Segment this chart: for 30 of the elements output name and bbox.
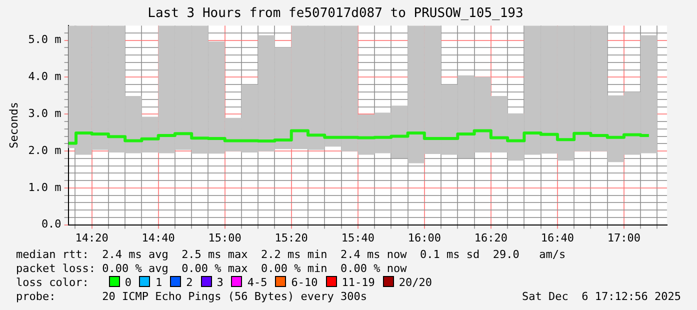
text: Sat Dec 6 17:12:56 2025 bbox=[522, 290, 681, 303]
text: 2 bbox=[186, 276, 193, 289]
text: 6-10 bbox=[291, 276, 318, 289]
x-tick-label: 14:40 bbox=[142, 231, 175, 244]
y-axis-title: Seconds bbox=[7, 102, 20, 148]
text: loss color: bbox=[16, 276, 89, 289]
y-tick-label: 1.0 m bbox=[28, 180, 62, 194]
x-tick-label: 17:00 bbox=[607, 231, 641, 244]
text: 20/20 bbox=[398, 276, 432, 289]
x-tick-label: 15:00 bbox=[208, 231, 242, 244]
text: 3 bbox=[216, 276, 224, 289]
y-tick-label: 3.0 m bbox=[28, 106, 62, 120]
x-tick-label: 16:20 bbox=[474, 231, 508, 244]
y-tick-label: 5.0 m bbox=[28, 33, 62, 46]
text: 0 bbox=[124, 276, 132, 289]
text: 1 bbox=[155, 276, 162, 289]
x-tick-label: 15:20 bbox=[274, 231, 308, 244]
y-tick-label: 4.0 m bbox=[28, 70, 62, 84]
x-tick-label: 16:00 bbox=[408, 231, 441, 244]
y-tick-label: 2.0 m bbox=[28, 144, 62, 157]
chart-title: Last 3 Hours from fe507017d087 to PRUSOW_105_193 bbox=[148, 6, 524, 22]
text: 4-5 bbox=[247, 276, 268, 289]
text: 11-19 bbox=[342, 276, 375, 289]
text: median rtt: 2.4 ms avg 2.5 ms max 2.2 ms min 2.4 ms now 0.1 ms sd 29.0 am/s bbox=[16, 248, 566, 261]
text: probe: 20 ICMP Echo Pings (56 Bytes) every 300s bbox=[16, 290, 367, 303]
x-tick-label: 15:40 bbox=[341, 231, 374, 244]
x-tick-label: 16:40 bbox=[540, 231, 574, 244]
y-tick-label: 0.0 bbox=[41, 218, 62, 231]
text: packet loss: 0.00 % avg 0.00 % max 0.00 % min 0.00 % now bbox=[16, 262, 407, 275]
x-tick-label: 14:20 bbox=[75, 231, 108, 244]
